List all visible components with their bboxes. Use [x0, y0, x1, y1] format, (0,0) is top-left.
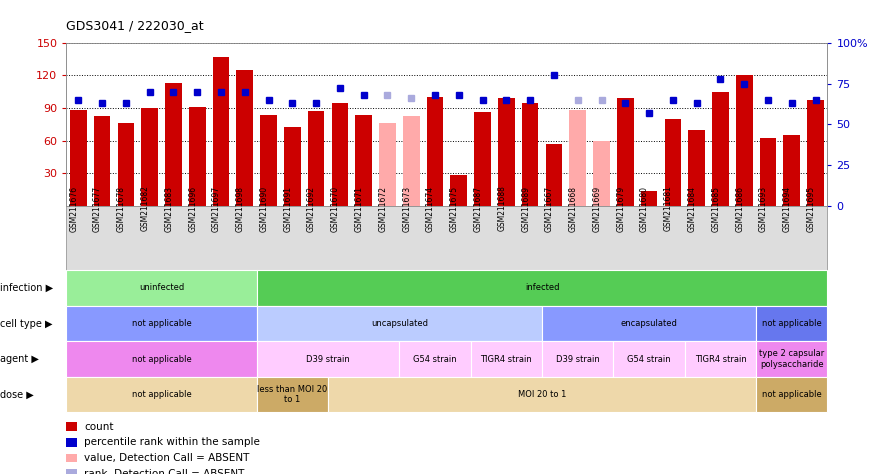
- Text: GSM211676: GSM211676: [69, 185, 78, 232]
- Text: GSM211670: GSM211670: [331, 185, 340, 232]
- Text: agent ▶: agent ▶: [0, 354, 39, 364]
- Text: GSM211692: GSM211692: [307, 185, 316, 232]
- Text: GSM211688: GSM211688: [497, 186, 506, 231]
- Text: uncapsulated: uncapsulated: [371, 319, 427, 328]
- Text: GSM211674: GSM211674: [426, 185, 435, 232]
- Bar: [94, 116, 111, 206]
- Bar: [165, 83, 181, 206]
- Text: count: count: [84, 421, 113, 432]
- Text: GSM211694: GSM211694: [783, 185, 792, 232]
- Text: infected: infected: [525, 283, 559, 292]
- Text: GSM211667: GSM211667: [545, 185, 554, 232]
- Text: GSM211682: GSM211682: [141, 186, 150, 231]
- Bar: [403, 116, 419, 206]
- Bar: [759, 137, 776, 206]
- Bar: [379, 123, 396, 206]
- Bar: [260, 115, 277, 206]
- Text: not applicable: not applicable: [762, 390, 821, 399]
- Text: type 2 capsular
polysaccharide: type 2 capsular polysaccharide: [759, 349, 825, 369]
- Bar: [427, 97, 443, 206]
- Text: TIGR4 strain: TIGR4 strain: [695, 355, 746, 364]
- Text: TIGR4 strain: TIGR4 strain: [481, 355, 532, 364]
- Bar: [498, 98, 515, 206]
- Text: not applicable: not applicable: [762, 319, 821, 328]
- Bar: [450, 174, 467, 206]
- Bar: [783, 136, 800, 206]
- Bar: [474, 112, 491, 206]
- Text: GDS3041 / 222030_at: GDS3041 / 222030_at: [66, 19, 204, 32]
- Text: D39 strain: D39 strain: [556, 355, 600, 364]
- Text: infection ▶: infection ▶: [0, 283, 53, 293]
- Text: GSM211683: GSM211683: [165, 185, 173, 232]
- Text: GSM211698: GSM211698: [235, 185, 245, 232]
- Text: GSM211673: GSM211673: [403, 185, 412, 232]
- Bar: [593, 141, 610, 206]
- Bar: [356, 115, 372, 206]
- Text: G54 strain: G54 strain: [627, 355, 671, 364]
- Text: GSM211669: GSM211669: [593, 185, 602, 232]
- Bar: [617, 98, 634, 206]
- Text: GSM211687: GSM211687: [473, 185, 482, 232]
- Text: GSM211693: GSM211693: [759, 185, 768, 232]
- Bar: [284, 127, 301, 206]
- Bar: [689, 130, 705, 206]
- Text: GSM211677: GSM211677: [93, 185, 102, 232]
- Bar: [236, 70, 253, 206]
- Text: GSM211671: GSM211671: [355, 185, 364, 232]
- Text: GSM211691: GSM211691: [283, 185, 292, 232]
- Bar: [332, 103, 348, 206]
- Bar: [546, 144, 562, 206]
- Bar: [308, 111, 325, 206]
- Text: GSM211681: GSM211681: [664, 186, 673, 231]
- Bar: [569, 110, 586, 206]
- Text: GSM211695: GSM211695: [806, 185, 816, 232]
- Text: GSM211686: GSM211686: [735, 185, 744, 232]
- Bar: [807, 100, 824, 206]
- Text: GSM211684: GSM211684: [688, 185, 696, 232]
- Bar: [70, 110, 87, 206]
- Text: dose ▶: dose ▶: [0, 390, 34, 400]
- Text: cell type ▶: cell type ▶: [0, 319, 52, 328]
- Bar: [641, 191, 658, 206]
- Text: rank, Detection Call = ABSENT: rank, Detection Call = ABSENT: [84, 468, 244, 474]
- Bar: [189, 107, 205, 206]
- Text: GSM211696: GSM211696: [189, 185, 197, 232]
- Bar: [665, 119, 681, 206]
- Text: not applicable: not applicable: [132, 319, 191, 328]
- Text: GSM211690: GSM211690: [259, 185, 268, 232]
- Text: GSM211678: GSM211678: [117, 185, 126, 232]
- Text: GSM211685: GSM211685: [712, 185, 720, 232]
- Text: GSM211672: GSM211672: [379, 185, 388, 232]
- Bar: [712, 92, 728, 206]
- Bar: [212, 57, 229, 206]
- Bar: [118, 123, 135, 206]
- Text: GSM211697: GSM211697: [212, 185, 221, 232]
- Text: GSM211679: GSM211679: [616, 185, 626, 232]
- Text: GSM211668: GSM211668: [569, 185, 578, 232]
- Text: GSM211680: GSM211680: [640, 185, 649, 232]
- Text: MOI 20 to 1: MOI 20 to 1: [518, 390, 566, 399]
- Bar: [736, 75, 752, 206]
- Text: GSM211689: GSM211689: [521, 185, 530, 232]
- Text: encapsulated: encapsulated: [620, 319, 678, 328]
- Text: GSM211675: GSM211675: [450, 185, 458, 232]
- Bar: [522, 103, 538, 206]
- Text: less than MOI 20
to 1: less than MOI 20 to 1: [258, 385, 327, 404]
- Text: G54 strain: G54 strain: [413, 355, 457, 364]
- Text: percentile rank within the sample: percentile rank within the sample: [84, 437, 260, 447]
- Bar: [142, 108, 158, 206]
- Text: not applicable: not applicable: [132, 390, 191, 399]
- Text: uninfected: uninfected: [139, 283, 184, 292]
- Text: D39 strain: D39 strain: [306, 355, 350, 364]
- Text: not applicable: not applicable: [132, 355, 191, 364]
- Text: value, Detection Call = ABSENT: value, Detection Call = ABSENT: [84, 453, 250, 463]
